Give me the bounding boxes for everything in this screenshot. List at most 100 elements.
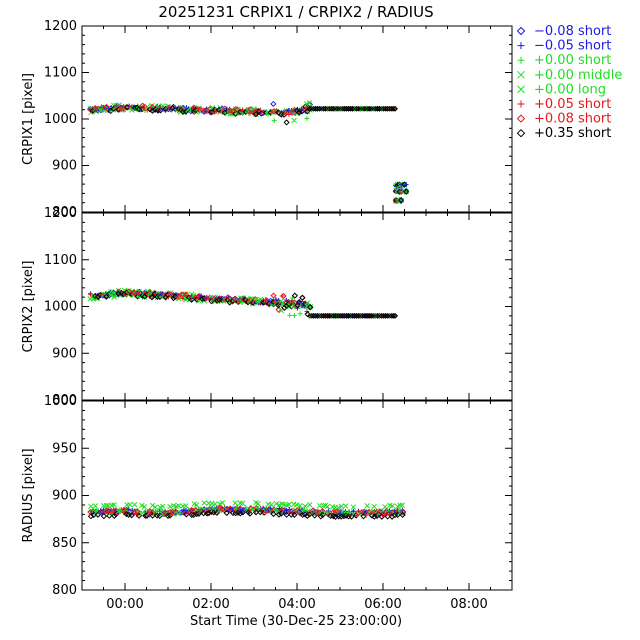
legend-symbol: [516, 114, 526, 123]
legend-label: +0.00 long: [534, 82, 606, 97]
data-point: [341, 312, 348, 319]
data-point: [276, 502, 283, 508]
data-point: [148, 294, 156, 301]
data-point: [205, 509, 212, 517]
data-point: [182, 291, 190, 298]
data-point: [131, 501, 138, 508]
data-point: [326, 312, 333, 319]
data-point: [149, 103, 156, 111]
data-point: [172, 508, 179, 515]
data-point: [216, 504, 223, 511]
data-point: [103, 502, 110, 509]
data-point: [343, 312, 350, 319]
data-point: [255, 500, 261, 507]
data-point: [232, 295, 239, 302]
data-point: [219, 506, 226, 513]
data-point: [342, 503, 349, 509]
data-point: [297, 502, 303, 509]
data-point: [306, 105, 313, 112]
legend-item: +0.35 short: [516, 126, 611, 141]
legend-symbol: [516, 128, 526, 138]
data-point: [272, 299, 279, 306]
data-point: [281, 304, 288, 311]
data-point: [382, 512, 387, 518]
data-point: [291, 117, 297, 124]
data-point: [149, 502, 156, 509]
data-point: [123, 104, 130, 111]
data-point: [118, 508, 125, 515]
data-point: [328, 105, 335, 112]
data-point: [345, 312, 352, 319]
legend-label: +0.05 short: [534, 97, 611, 112]
data-point: [111, 502, 117, 508]
data-points: [87, 287, 398, 319]
data-point: [324, 312, 331, 319]
data-point: [330, 312, 337, 319]
data-point: [232, 510, 239, 517]
data-point: [341, 105, 348, 112]
data-point: [317, 513, 324, 520]
data-point: [345, 105, 352, 112]
data-point: [403, 182, 409, 187]
data-point: [322, 312, 329, 319]
data-point: [212, 501, 218, 507]
data-point: [92, 503, 99, 509]
data-point: [141, 103, 148, 110]
legend-item: −0.08 short: [516, 24, 611, 39]
data-point: [106, 512, 113, 519]
data-point: [252, 109, 260, 116]
data-point: [347, 105, 354, 112]
data-point: [320, 105, 327, 112]
data-point: [324, 503, 331, 510]
legend-item: +0.00 long: [517, 82, 606, 97]
legend-item: +0.08 short: [516, 112, 611, 127]
data-point: [100, 513, 107, 520]
y-tick-label: 800: [52, 583, 77, 598]
data-point: [304, 309, 310, 314]
data-point: [160, 503, 166, 510]
x-tick-label: 08:00: [450, 597, 487, 612]
data-point: [291, 511, 298, 519]
data-point: [275, 511, 282, 518]
data-point: [232, 500, 238, 506]
data-point: [87, 513, 95, 520]
data-point: [278, 510, 285, 517]
data-point: [95, 293, 102, 300]
data-point: [390, 105, 397, 112]
data-point: [88, 292, 94, 298]
x-tick-label: 04:00: [278, 597, 315, 612]
y-tick-label: 1100: [44, 253, 77, 268]
panel-2: 800 900 1000 1100 1200 CRPIX2 [pixel]: [21, 206, 513, 408]
data-point: [350, 504, 357, 510]
data-point: [335, 504, 342, 511]
data-point: [136, 290, 143, 297]
data-point: [273, 500, 280, 507]
data-point: [355, 105, 362, 112]
data-point: [363, 512, 369, 518]
data-point: [320, 502, 327, 509]
legend-item: +0.05 short: [517, 97, 611, 112]
data-point: [90, 511, 97, 519]
legend-symbol: [517, 85, 525, 94]
data-point: [246, 510, 254, 517]
data-point: [126, 507, 132, 512]
data-point: [371, 503, 377, 510]
data-point: [301, 300, 309, 307]
legend-label: −0.05 short: [534, 39, 611, 54]
data-point: [88, 503, 94, 510]
data-points: [87, 499, 407, 521]
data-point: [166, 291, 174, 298]
y-tick-label: 1000: [44, 300, 77, 315]
data-point: [252, 509, 260, 516]
x-tick-label: 02:00: [192, 597, 229, 612]
legend: −0.08 short−0.05 short+0.00 short+0.00 m…: [516, 24, 622, 141]
y-tick-label: 900: [52, 346, 77, 361]
y-tick-label: 850: [52, 536, 77, 551]
y-tick-label: 1200: [44, 19, 77, 34]
data-point: [294, 501, 300, 508]
chart-title: 20251231 CRPIX1 / CRPIX2 / RADIUS: [158, 3, 433, 21]
x-axis-label: Start Time (30-Dec-25 23:00:00): [190, 614, 402, 629]
data-point: [193, 502, 200, 508]
legend-label: +0.00 short: [534, 53, 611, 68]
data-point: [188, 296, 195, 303]
